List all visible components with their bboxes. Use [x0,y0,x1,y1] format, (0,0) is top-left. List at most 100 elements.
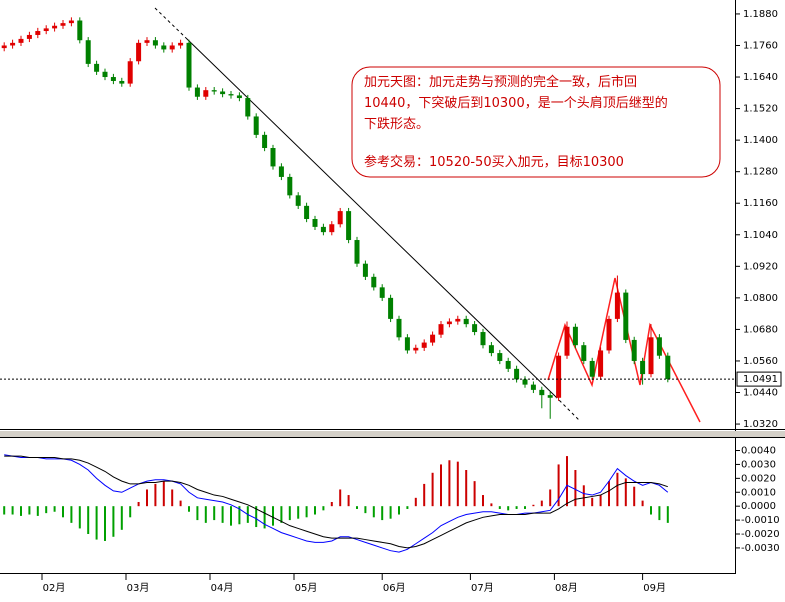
histogram-bar [515,506,518,509]
candle-body [430,334,436,343]
candle-body [94,63,100,72]
candle-body [295,195,301,206]
histogram-bar [162,481,165,507]
candle-body [446,321,452,325]
y-tick-label: 1.1040 [743,230,778,241]
candle-body [388,297,394,319]
histogram-bar [524,506,526,509]
histogram-bar [272,506,274,526]
candle-body [119,80,125,84]
histogram-bar [356,506,358,509]
y-tick-label: -0.0030 [741,543,780,554]
y-tick-label: 1.1160 [743,198,778,209]
y-tick-label: 1.0680 [743,324,778,335]
histogram-bar [28,506,31,515]
candle-body [68,20,74,24]
last-price-box [736,371,782,387]
histogram-bar [456,461,459,507]
candle-body [614,292,620,319]
histogram-bar [87,506,90,534]
candle-body [564,326,570,356]
candle-body [404,337,410,351]
histogram-bar [45,506,48,514]
histogram-bar [339,489,342,507]
histogram-bar [448,460,451,507]
histogram-bar [11,506,14,515]
y-tick-label: -0.0010 [741,515,780,526]
candle-body [379,287,385,298]
candle-body [530,384,536,390]
candle-body [539,389,545,396]
candle-body [346,211,352,241]
annotation-text: 加元天图：加元走势与预测的完全一致，后市回 [364,74,637,90]
y-tick-label: 1.1880 [743,9,778,20]
histogram-bar [221,506,224,523]
histogram-bar [255,506,258,528]
histogram-bar [633,486,636,507]
candle-body [514,368,520,380]
histogram-bar [566,456,568,507]
candle-body [26,34,32,39]
histogram-bar [465,470,468,507]
histogram-bar [440,464,442,507]
candle-body [480,332,486,346]
x-tick-label: 03月 [127,582,150,594]
y-tick-label: 1.0920 [743,261,778,272]
candle-body [488,345,494,354]
histogram-bar [305,506,308,518]
histogram-bar [330,502,333,507]
histogram-bar [179,500,182,507]
annotation-text: 下跌形态。 [364,116,429,132]
x-tick-label: 07月 [471,582,494,594]
histogram-bar [473,481,476,507]
y-tick-label: 1.0560 [743,356,778,367]
candle-body [270,148,276,167]
candle-body [10,42,16,46]
candle-body [354,240,360,264]
candle-body [169,45,175,50]
candle-body [648,337,654,375]
candle-body [320,226,326,233]
last-price-label: 1.0491 [743,374,778,385]
histogram-bar [650,506,652,515]
x-tick-label: 05月 [295,582,318,594]
histogram-bar [112,506,115,537]
candle-body [178,42,184,46]
candle-body [304,205,310,219]
candle-body [371,276,377,288]
x-tick-label: 09月 [643,582,666,594]
y-tick-label: 0.0010 [741,487,776,498]
histogram-bar [146,489,148,507]
histogram-bar [599,495,602,507]
y-tick-label: 0.0030 [741,459,776,470]
histogram-bar [70,506,73,523]
candle-body [287,176,293,196]
histogram-bar [414,497,417,507]
candle-body [598,350,604,377]
histogram-bar [532,504,535,507]
x-tick-label: 06月 [383,582,406,594]
annotation-text: 10440，下突破后到10300，是一个头肩顶后继型的 [364,95,668,111]
candle-body [253,116,259,135]
y-tick-label: 1.1760 [743,40,778,51]
x-tick-label: 02月 [43,582,66,594]
candle-body [228,94,234,96]
y-tick-label: 0.0000 [741,501,776,512]
candle-body [421,342,427,348]
histogram-bar [204,506,207,523]
histogram-bar [406,506,409,509]
macd-line [4,454,669,553]
y-tick-label: 1.1640 [743,72,778,83]
candle-body [220,91,226,95]
histogram-bar [591,497,594,507]
histogram-bar [120,506,123,530]
histogram-bar [658,506,661,521]
candle-body [589,360,595,377]
histogram-bar [608,481,610,507]
candle-body [547,395,553,398]
histogram-bar [213,506,216,521]
trend-line-dashed [154,7,187,39]
histogram-bar [53,506,56,512]
candle-body [329,224,335,233]
histogram-bar [423,483,426,507]
